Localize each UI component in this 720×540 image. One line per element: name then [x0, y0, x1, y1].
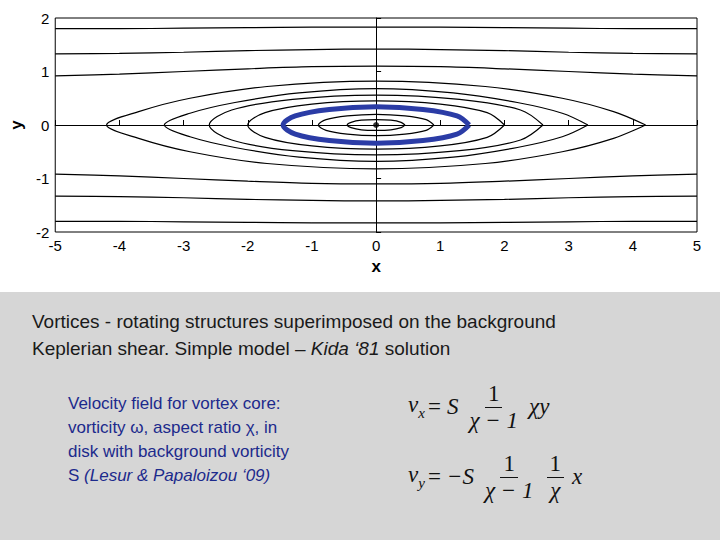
- svg-text:-5: -5: [49, 237, 62, 254]
- html-text:χy: χy: [529, 394, 550, 419]
- html-text:disk with background vorticity: disk with background vorticity: [68, 442, 290, 461]
- svg-text:5: 5: [693, 237, 701, 254]
- html-text:χ: χ: [550, 477, 561, 503]
- svg-text:1: 1: [436, 237, 444, 254]
- svg-text:3: 3: [564, 237, 572, 254]
- svg-text:-2: -2: [241, 237, 254, 254]
- svg-text:-3: -3: [177, 237, 190, 254]
- html-text:Velocity field for vortex core: Velocity field for vortex core:: [68, 394, 281, 413]
- html-text:x: x: [572, 464, 583, 489]
- html-text:vy= −S: vy= −S: [408, 462, 474, 491]
- svg-text:4: 4: [629, 237, 637, 254]
- svg-text:0: 0: [41, 117, 49, 134]
- svg-text:x: x: [371, 257, 381, 276]
- svg-text:-2: -2: [36, 224, 49, 241]
- svg-text:0: 0: [372, 237, 380, 254]
- html-text:Keplerian shear. Simple model: Keplerian shear. Simple model – Kida ‘81…: [32, 338, 451, 359]
- svg-text:-1: -1: [305, 237, 318, 254]
- svg-text:2: 2: [500, 237, 508, 254]
- html-text:χ − 1: χ − 1: [484, 477, 534, 503]
- html-text:vorticity ω, aspect ratio χ, i: vorticity ω, aspect ratio χ, in: [68, 418, 278, 437]
- svg-text:y: y: [7, 120, 26, 130]
- svg-text:-4: -4: [113, 237, 126, 254]
- html-text:1: 1: [487, 380, 500, 406]
- html-text:1: 1: [549, 450, 561, 476]
- html-text:vx= S: vx= S: [408, 392, 459, 421]
- html-text:S (Lesur & Papaloizou ‘09): S (Lesur & Papaloizou ‘09): [68, 466, 271, 485]
- html-text:Vortices - rotating structures: Vortices - rotating structures superimpo…: [32, 311, 556, 332]
- html-text:χ − 1: χ − 1: [469, 407, 518, 433]
- svg-text:2: 2: [41, 10, 49, 27]
- svg-text:-1: -1: [36, 170, 49, 187]
- html-text:1: 1: [503, 450, 515, 476]
- svg-text:1: 1: [41, 63, 49, 80]
